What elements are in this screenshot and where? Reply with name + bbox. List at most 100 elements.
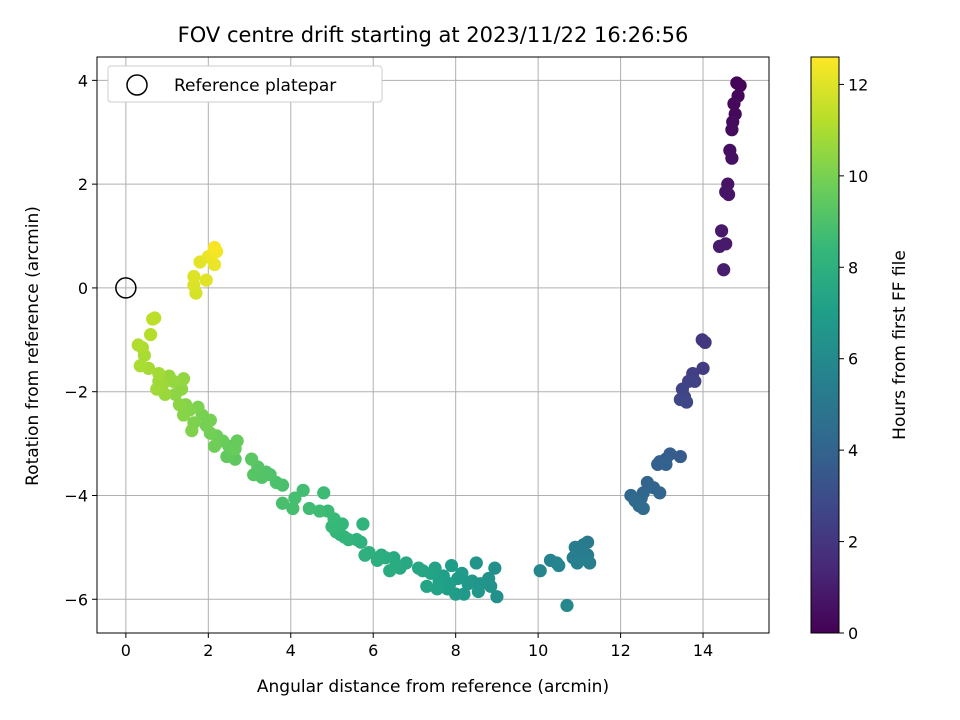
data-point	[220, 449, 234, 464]
data-point	[174, 382, 189, 396]
data-point	[313, 504, 327, 518]
data-point	[560, 598, 574, 613]
data-point	[712, 239, 727, 254]
data-point	[133, 359, 147, 373]
data-point	[172, 398, 187, 412]
data-point	[725, 151, 739, 165]
data-point	[461, 577, 475, 591]
data-point	[370, 553, 384, 567]
data-point	[247, 468, 261, 482]
data-point	[490, 590, 504, 604]
data-point	[296, 483, 310, 497]
data-point	[533, 564, 547, 578]
colorbar-tick-label: 0	[848, 624, 858, 643]
x-tick-label: 14	[693, 641, 713, 660]
colorbar: 0 2 4 6 8 10 12 Hours from first FF file	[810, 56, 910, 643]
data-point	[150, 382, 164, 396]
data-point	[207, 257, 222, 272]
y-tick-label: 4	[78, 71, 88, 90]
x-tick-label: 4	[286, 641, 296, 660]
colorbar-label: Hours from first FF file	[890, 250, 910, 440]
data-point	[488, 561, 502, 575]
y-tick-label: 2	[78, 175, 88, 194]
data-point	[199, 273, 213, 287]
data-point	[275, 496, 290, 510]
data-point	[245, 452, 259, 466]
data-point	[420, 579, 434, 593]
data-point	[636, 501, 650, 516]
data-point	[286, 501, 300, 516]
legend-marker-reference	[126, 74, 148, 96]
x-tick-label: 10	[528, 641, 548, 660]
data-point	[659, 457, 673, 471]
reference-platepar-marker	[115, 277, 137, 299]
colorbar-tick-label: 10	[848, 167, 868, 186]
data-point	[698, 335, 712, 350]
data-point	[714, 224, 729, 238]
data-point	[146, 312, 160, 326]
y-tick-label: −2	[64, 383, 88, 402]
data-point	[185, 424, 199, 438]
data-point	[358, 548, 372, 562]
y-tick-label: −4	[64, 486, 88, 505]
data-point	[552, 558, 566, 573]
x-tick-label: 2	[203, 641, 213, 660]
data-point	[469, 556, 483, 570]
data-point	[471, 584, 485, 599]
data-point	[176, 372, 191, 386]
data-point	[288, 491, 302, 505]
y-tick-label: 0	[78, 279, 88, 298]
data-point	[484, 579, 498, 593]
data-point	[207, 439, 222, 453]
y-axis: −6 −4 −2 0 2 4	[64, 71, 97, 609]
legend: Reference platepar	[107, 65, 383, 103]
data-point	[383, 564, 397, 578]
x-axis-label: Angular distance from reference (arcmin)	[257, 677, 609, 697]
data-point	[440, 582, 455, 596]
data-point	[679, 395, 694, 409]
data-point	[356, 517, 370, 531]
colorbar-tick-label: 12	[848, 75, 868, 94]
data-point	[444, 558, 459, 573]
grid	[97, 57, 769, 633]
chart-title: FOV centre drift starting at 2023/11/22 …	[178, 23, 689, 47]
data-point	[673, 449, 687, 464]
x-tick-label: 12	[610, 641, 630, 660]
data-point	[152, 366, 166, 381]
x-tick-label: 6	[368, 641, 378, 660]
data-point	[721, 187, 736, 202]
data-point	[302, 501, 316, 516]
data-point	[717, 263, 731, 277]
data-point	[187, 269, 201, 284]
data-point	[430, 582, 444, 596]
data-point	[727, 97, 741, 111]
colorbar-gradient	[810, 56, 840, 634]
data-point	[228, 442, 242, 456]
data-point	[696, 361, 710, 375]
plot-area	[96, 56, 770, 634]
y-axis-label: Rotation from reference (arcmin)	[23, 206, 43, 486]
x-axis: 0 2 4 6 8 10 12 14	[121, 633, 713, 660]
data-point	[583, 556, 597, 570]
x-tick-label: 8	[451, 641, 461, 660]
colorbar-tick-label: 6	[848, 350, 858, 369]
data-point	[411, 561, 426, 575]
data-point	[570, 556, 584, 570]
colorbar-tick-label: 2	[848, 533, 858, 552]
data-points	[115, 76, 747, 613]
data-point	[688, 374, 702, 388]
data-point	[733, 78, 747, 93]
colorbar-tick-label: 8	[848, 258, 858, 277]
x-tick-label: 0	[121, 641, 131, 660]
data-point	[143, 328, 158, 342]
data-point	[207, 240, 222, 255]
legend-entry-reference: Reference platepar	[174, 76, 336, 96]
colorbar-tick-label: 4	[848, 441, 858, 460]
legend-box	[107, 65, 383, 103]
data-point	[725, 123, 739, 137]
data-point	[131, 338, 145, 352]
colorbar-ticks: 0 2 4 6 8 10 12	[839, 75, 868, 643]
y-tick-label: −6	[64, 590, 88, 609]
data-point	[317, 486, 331, 500]
